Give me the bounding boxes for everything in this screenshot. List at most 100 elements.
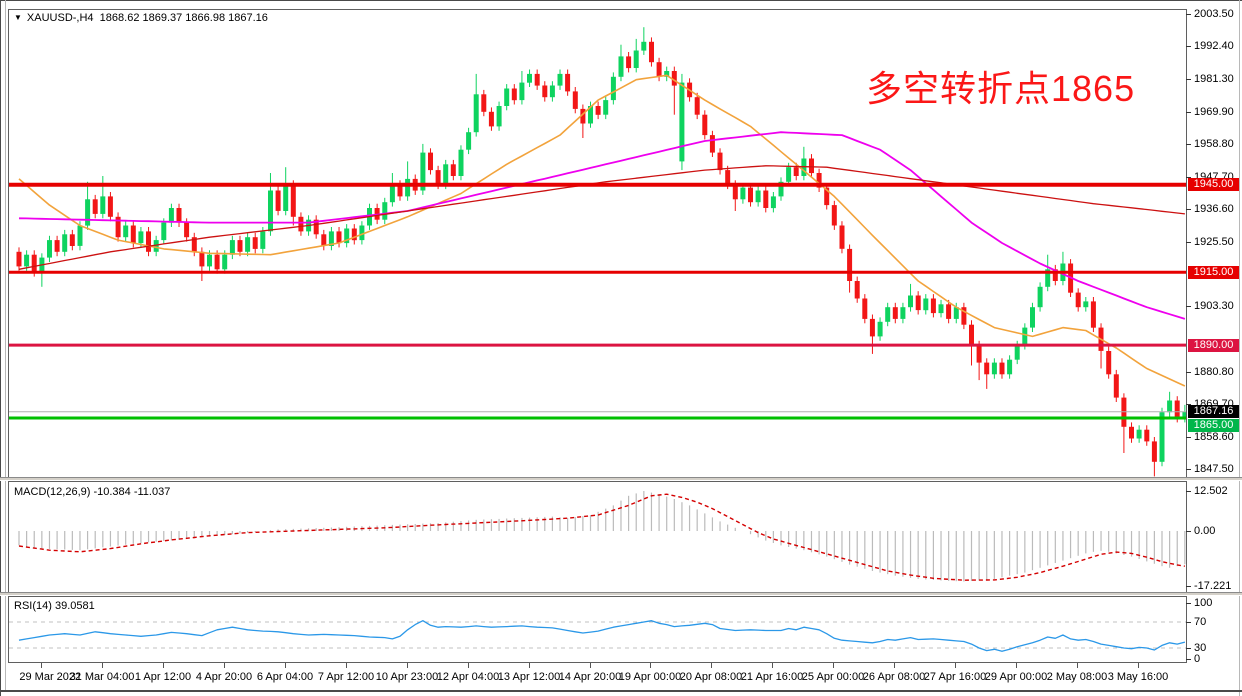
time-axis-label: 10 Apr 23:00 — [375, 671, 439, 683]
chart-text-annotation[interactable]: 多空转折点1865 — [866, 68, 1136, 109]
price-tick-label: 1858.60 — [1194, 431, 1234, 443]
time-tick-mark — [894, 663, 895, 668]
symbol-timeframe-label: XAUUSD-,H4 — [26, 12, 94, 24]
price-level-badge-1865.00: 1865.00 — [1188, 419, 1239, 432]
price-chart-canvas[interactable] — [9, 10, 1186, 478]
price-tick-mark — [1186, 437, 1191, 438]
price-axis[interactable]: 2003.50 1992.40 1981.30 1969.90 1958.80 1947.… — [1186, 0, 1242, 696]
price-macd-splitter[interactable] — [0, 477, 1242, 481]
price-tick-mark — [1186, 242, 1191, 243]
price-tick-mark — [1186, 177, 1191, 178]
ma-long-red-line — [18, 165, 1185, 270]
price-tick-label: 1992.40 — [1194, 40, 1234, 52]
window-left-border — [0, 0, 1, 696]
time-tick-mark — [224, 663, 225, 668]
macd-chart-canvas[interactable] — [9, 482, 1186, 593]
macd-rsi-splitter[interactable] — [0, 592, 1242, 596]
time-axis-label: 14 Apr 20:00 — [558, 671, 622, 683]
macd-pane — [8, 481, 1187, 594]
time-tick-mark — [711, 663, 712, 668]
macd-tick-mark — [1186, 531, 1191, 532]
rsi-tick-label: 100 — [1194, 597, 1213, 609]
time-axis-label: 2 May 08:00 — [1046, 671, 1108, 683]
time-tick-mark — [529, 663, 530, 668]
macd-tick-label: -17.221 — [1194, 580, 1232, 592]
rsi-tick-mark — [1186, 659, 1191, 660]
price-tick-mark — [1186, 14, 1191, 15]
price-level-badge-1890.00: 1890.00 — [1188, 339, 1239, 352]
symbol-info-bar: ▼ XAUUSD-,H4 1868.62 1869.37 1866.98 1867… — [14, 12, 268, 24]
price-tick-mark — [1186, 144, 1191, 145]
macd-tick-mark — [1186, 491, 1191, 492]
time-axis-label: 3 May 16:00 — [1107, 671, 1169, 683]
price-tick-label: 1847.50 — [1194, 463, 1234, 475]
rsi-tick-mark — [1186, 622, 1191, 623]
rsi-chart-canvas[interactable] — [9, 597, 1186, 662]
time-axis-label: 1 Apr 12:00 — [134, 671, 192, 683]
rsi-tick-label: 0 — [1194, 653, 1201, 665]
price-tick-label: 2003.50 — [1194, 8, 1234, 20]
time-tick-mark — [590, 663, 591, 668]
window-left-inner-border — [5, 0, 6, 692]
time-axis-label: 29 Mar 2022 — [19, 671, 82, 683]
time-tick-mark — [833, 663, 834, 668]
time-axis-label: 20 Apr 08:00 — [679, 671, 743, 683]
time-axis-label: 29 Apr 00:00 — [984, 671, 1048, 683]
window-bottom-border — [0, 690, 1242, 692]
rsi-pane — [8, 596, 1187, 663]
symbol-dropdown-icon[interactable]: ▼ — [14, 13, 22, 22]
price-tick-label: 1958.80 — [1194, 138, 1234, 150]
price-tick-mark — [1186, 372, 1191, 373]
time-tick-mark — [102, 663, 103, 668]
time-axis-label: 4 Apr 20:00 — [195, 671, 253, 683]
time-axis-label: 7 Apr 12:00 — [317, 671, 375, 683]
price-pane — [8, 9, 1187, 479]
time-tick-mark — [407, 663, 408, 668]
time-axis-label: 21 Apr 16:00 — [740, 671, 804, 683]
price-tick-label: 1880.80 — [1194, 366, 1234, 378]
ma-slow-magenta-line — [18, 131, 1186, 320]
time-axis-label: 31 Mar 04:00 — [69, 671, 135, 683]
price-tick-label: 1936.60 — [1194, 203, 1234, 215]
price-tick-mark — [1186, 79, 1191, 80]
price-tick-mark — [1186, 209, 1191, 210]
time-tick-mark — [955, 663, 956, 668]
macd-histogram — [18, 491, 1186, 582]
time-tick-mark — [468, 663, 469, 668]
time-axis-label: 26 Apr 08:00 — [862, 671, 926, 683]
price-tick-mark — [1186, 404, 1191, 405]
time-tick-mark — [1016, 663, 1017, 668]
time-axis-label: 12 Apr 04:00 — [436, 671, 500, 683]
time-tick-mark — [772, 663, 773, 668]
window-top-border — [0, 0, 1242, 1]
time-tick-mark — [1138, 663, 1139, 668]
time-tick-mark — [163, 663, 164, 668]
time-tick-mark — [1077, 663, 1078, 668]
time-tick-mark — [346, 663, 347, 668]
rsi-tick-label: 70 — [1194, 616, 1207, 628]
price-tick-mark — [1186, 306, 1191, 307]
rsi-tick-mark — [1186, 648, 1191, 649]
price-tick-label: 1981.30 — [1194, 73, 1234, 85]
time-tick-mark — [41, 663, 42, 668]
time-axis-label: 19 Apr 00:00 — [618, 671, 682, 683]
rsi-tick-mark — [1186, 603, 1191, 604]
time-axis-label: 27 Apr 16:00 — [923, 671, 987, 683]
time-tick-mark — [650, 663, 651, 668]
macd-tick-label: 0.00 — [1194, 525, 1216, 537]
price-level-badge-1945.00: 1945.00 — [1188, 178, 1239, 191]
price-tick-mark — [1186, 46, 1191, 47]
time-axis-label: 25 Apr 00:00 — [801, 671, 865, 683]
window-right-border — [1239, 0, 1240, 696]
time-axis-label: 6 Apr 04:00 — [256, 671, 314, 683]
macd-tick-mark — [1186, 586, 1191, 587]
time-axis-label: 13 Apr 12:00 — [497, 671, 561, 683]
price-tick-label: 1925.50 — [1194, 236, 1234, 248]
price-tick-label: 1903.30 — [1194, 300, 1234, 312]
price-tick-mark — [1186, 469, 1191, 470]
current-price-badge: 1867.16 — [1188, 405, 1239, 418]
macd-tick-label: 12.502 — [1194, 485, 1228, 497]
price-tick-label: 1969.90 — [1194, 106, 1234, 118]
rsi-tick-label: 30 — [1194, 642, 1207, 654]
